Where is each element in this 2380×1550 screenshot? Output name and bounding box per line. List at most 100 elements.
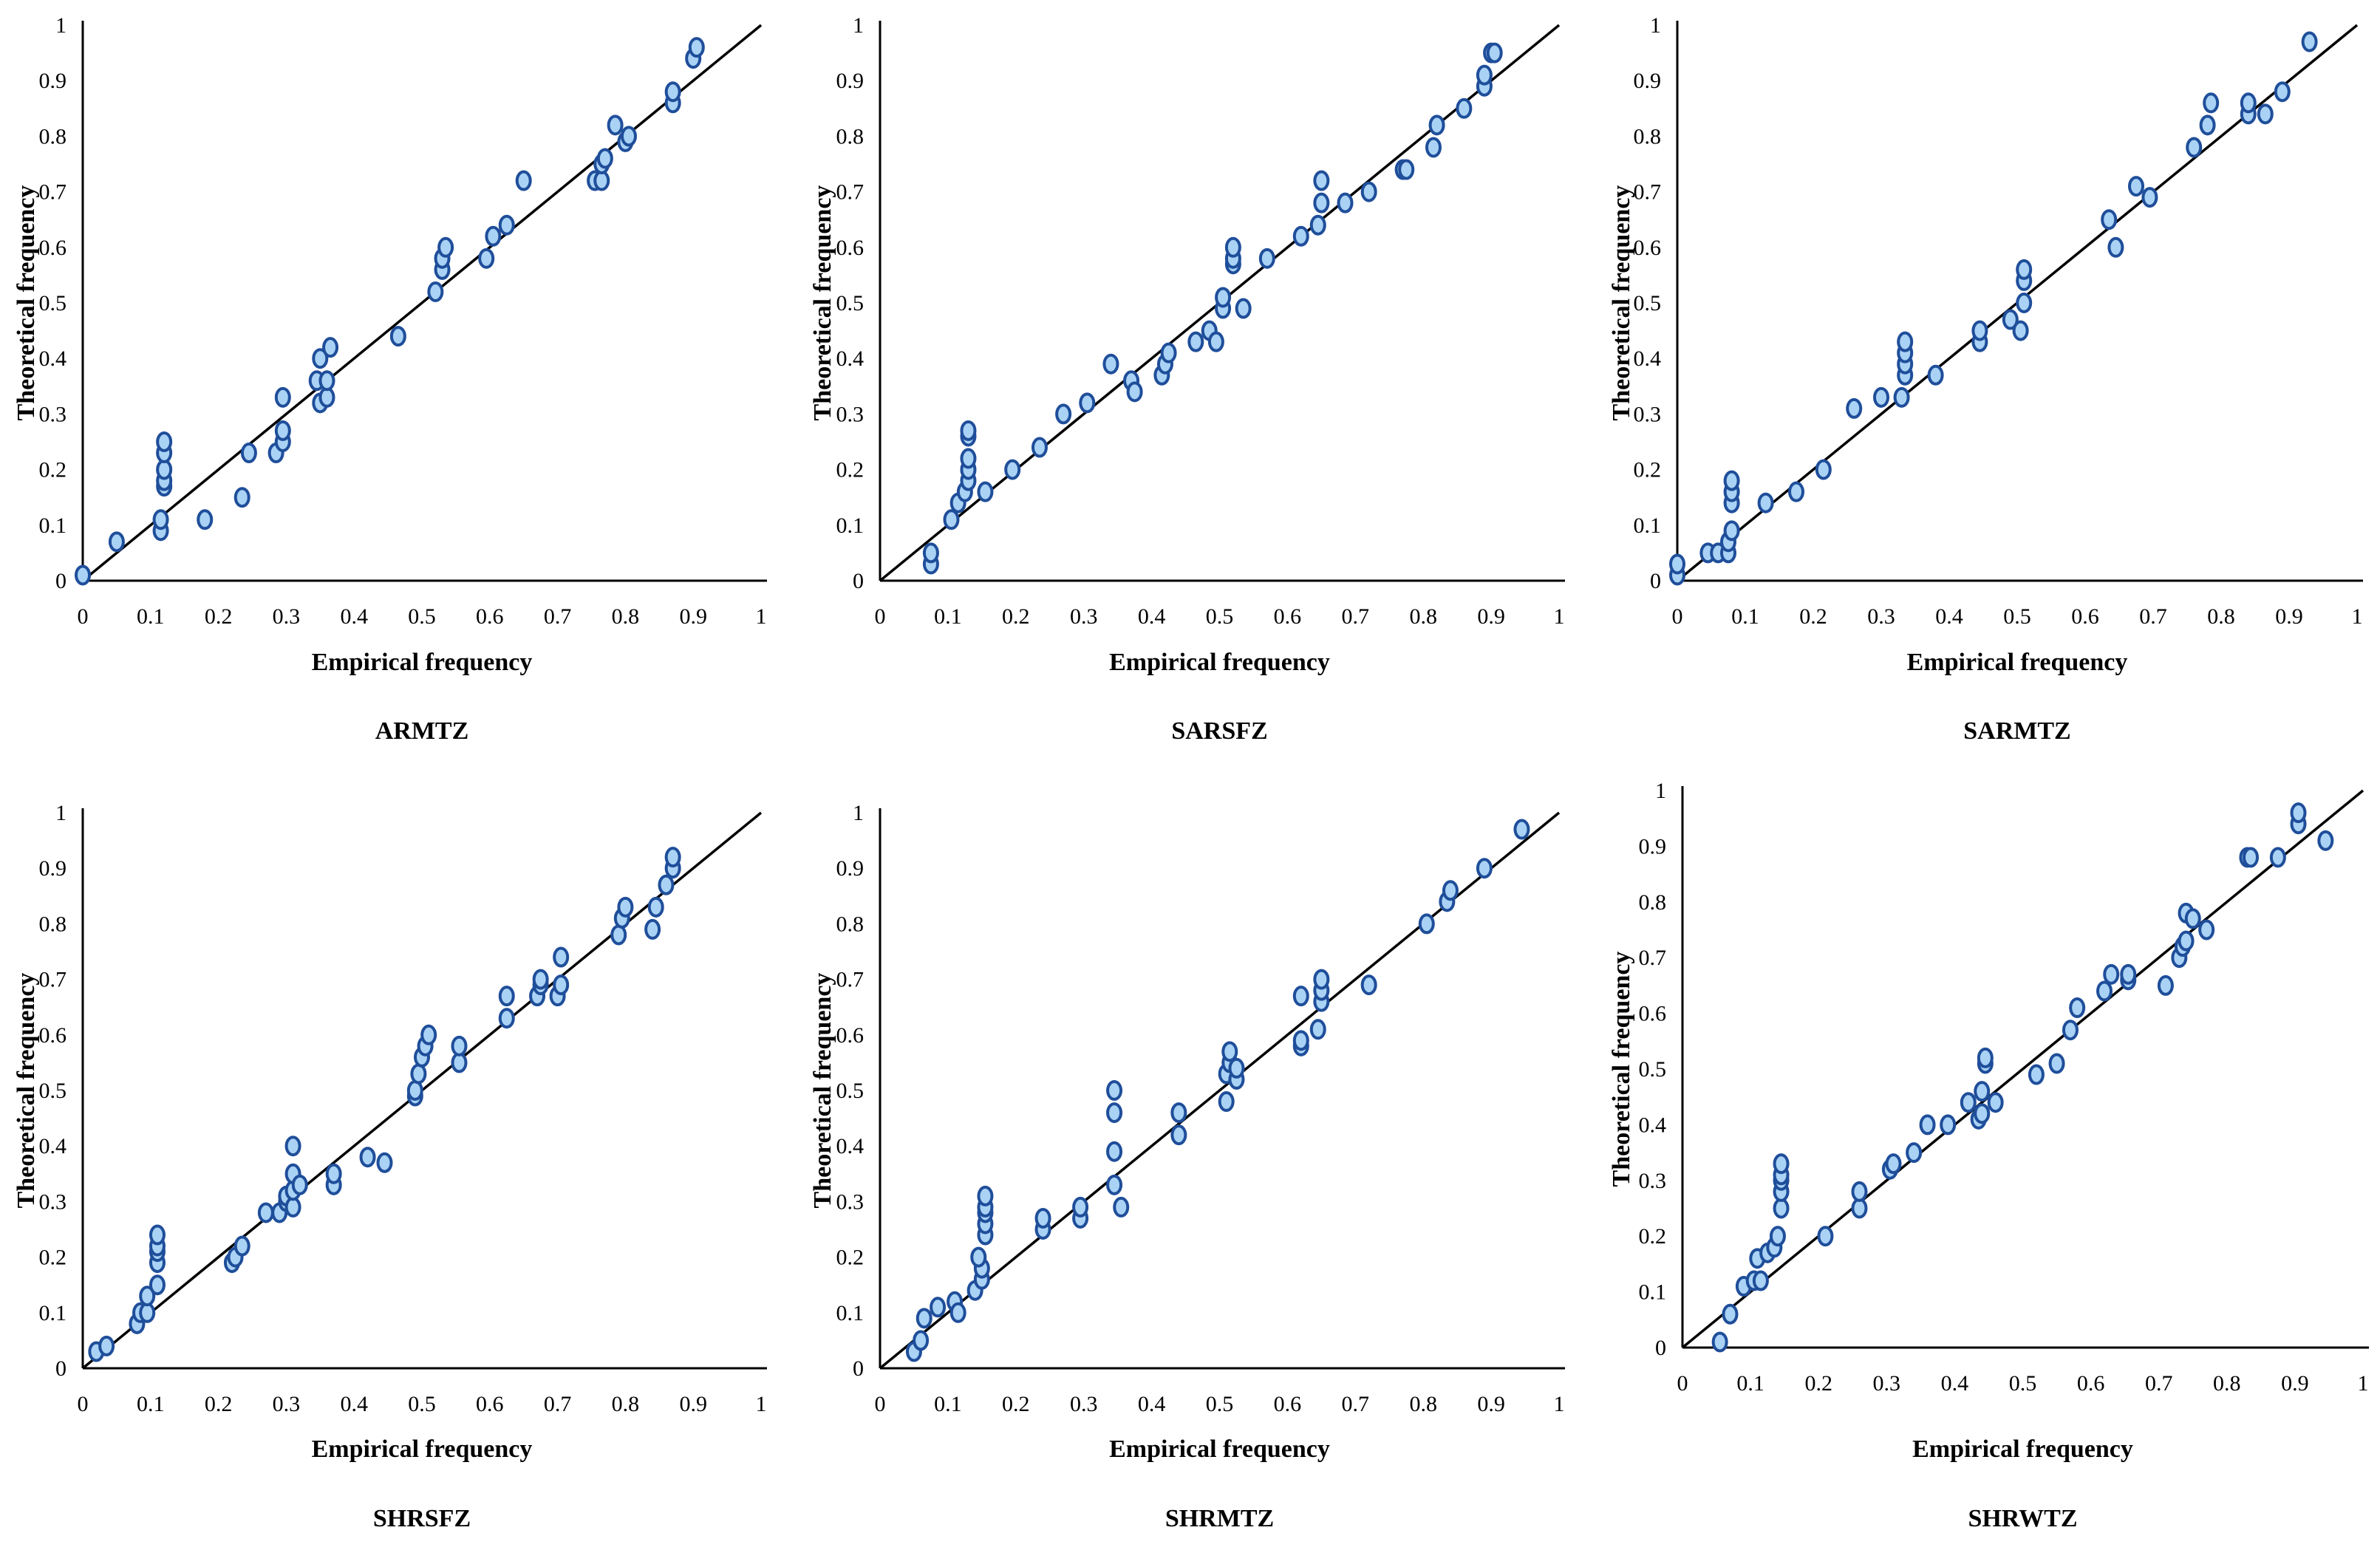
y-axis-title: Theoretical frequency xyxy=(809,185,836,421)
y-tick-label: 0.7 xyxy=(836,180,865,205)
data-point xyxy=(596,148,613,169)
data-point xyxy=(970,1246,987,1268)
y-tick-label: 0 xyxy=(55,569,67,593)
x-tick-label: 0.2 xyxy=(1799,604,1827,629)
x-tick-label: 0 xyxy=(1672,604,1683,629)
x-tick-label: 0.1 xyxy=(1736,1371,1764,1396)
y-tick-label: 0.3 xyxy=(39,1189,67,1214)
data-point xyxy=(1160,342,1177,363)
data-point xyxy=(1486,42,1503,64)
x-tick-label: 0.7 xyxy=(1342,604,1370,629)
data-point xyxy=(647,896,664,918)
data-point xyxy=(1215,287,1232,308)
data-point xyxy=(922,542,939,564)
data-point xyxy=(2203,92,2220,114)
x-tick-label: 1 xyxy=(756,604,767,629)
x-tick-label: 0.6 xyxy=(476,604,504,629)
data-point xyxy=(2028,1064,2045,1085)
data-point xyxy=(2184,908,2201,929)
y-tick-label: 0.8 xyxy=(39,124,67,148)
data-point xyxy=(593,170,610,191)
data-point xyxy=(2069,997,2086,1019)
data-point xyxy=(108,531,125,553)
data-point xyxy=(451,1052,468,1073)
data-point xyxy=(2048,1053,2065,1074)
panel-shrmtz: 0 0.1 0.2 0.3 0.4 0.5 0.6 0.7 0.8 0.9 1 0 0.1 0.2 0.3 0… xyxy=(809,801,1565,1532)
data-point xyxy=(2012,320,2029,341)
data-point xyxy=(284,1136,301,1157)
data-point xyxy=(2016,293,2033,313)
x-tick-label: 0.1 xyxy=(137,1392,165,1416)
data-point xyxy=(644,918,661,940)
y-tick-label: 0.8 xyxy=(1639,890,1667,915)
data-point xyxy=(1974,1081,1991,1102)
y-tick-label: 0.6 xyxy=(39,1023,67,1048)
data-point xyxy=(1309,1019,1326,1040)
data-point xyxy=(322,337,339,358)
x-tick-label: 0.3 xyxy=(1867,604,1895,629)
data-point xyxy=(2128,176,2144,197)
y-tick-label: 0.6 xyxy=(39,236,67,260)
y-tick-label: 0.2 xyxy=(39,1246,67,1270)
data-point xyxy=(1971,320,1988,341)
x-tick-label: 0 xyxy=(1677,1371,1688,1396)
data-point xyxy=(485,225,502,247)
data-point xyxy=(1723,470,1740,491)
data-point xyxy=(1513,819,1530,840)
x-tick-label: 0.1 xyxy=(934,604,962,629)
x-tick-label: 0.8 xyxy=(2207,604,2235,629)
x-tick-label: 0.7 xyxy=(1342,1392,1370,1416)
x-tick-label: 0.8 xyxy=(2213,1371,2241,1396)
y-tick-label: 0.9 xyxy=(836,69,865,93)
x-tick-label: 0.8 xyxy=(612,604,640,629)
x-axis-title: Empirical frequency xyxy=(312,1435,533,1463)
data-point xyxy=(2301,31,2318,52)
data-point xyxy=(1102,353,1119,375)
data-point xyxy=(498,986,515,1007)
data-point xyxy=(1031,437,1048,458)
x-tick-label: 0.4 xyxy=(1941,1371,1969,1396)
y-axis-title: Theoretical frequency xyxy=(13,973,40,1209)
data-point xyxy=(960,448,977,469)
x-tick-label: 0.7 xyxy=(2145,1371,2173,1396)
x-tick-label: 0.4 xyxy=(1935,604,1963,629)
data-point xyxy=(312,348,329,369)
x-tick-label: 0.3 xyxy=(1070,604,1098,629)
data-point xyxy=(1987,1092,2004,1113)
y-tick-label: 0.9 xyxy=(1639,834,1667,858)
data-point xyxy=(139,1302,156,1323)
y-tick-label: 0.4 xyxy=(836,346,865,371)
data-point xyxy=(359,1147,376,1168)
data-point xyxy=(2186,137,2203,158)
y-tick-label: 0.1 xyxy=(1639,1280,1667,1305)
data-point xyxy=(1313,170,1330,191)
x-tick-label: 0.8 xyxy=(1409,604,1437,629)
x-tick-label: 0.7 xyxy=(544,604,572,629)
data-point xyxy=(420,1024,437,1045)
x-tick-label: 0.5 xyxy=(408,604,436,629)
x-tick-label: 0.2 xyxy=(1804,1371,1832,1396)
x-tick-label: 1 xyxy=(2358,1371,2369,1396)
y-tick-label: 0.6 xyxy=(1639,1002,1667,1026)
data-point xyxy=(451,1035,468,1056)
y-tick-label: 0.8 xyxy=(1634,124,1662,148)
data-point xyxy=(620,126,637,147)
data-point xyxy=(943,509,960,530)
x-tick-label: 0.5 xyxy=(1206,604,1234,629)
data-point xyxy=(1425,137,1442,158)
y-tick-label: 0 xyxy=(1650,569,1661,593)
data-point xyxy=(2257,103,2274,125)
x-tick-label: 0.2 xyxy=(205,604,233,629)
data-point xyxy=(1224,236,1241,258)
y-tick-label: 1 xyxy=(55,801,67,825)
data-point xyxy=(977,1185,994,1206)
data-point xyxy=(1292,986,1309,1007)
x-axis-title: Empirical frequency xyxy=(1109,649,1330,676)
x-tick-label: 0.2 xyxy=(1002,604,1030,629)
data-point xyxy=(274,420,291,441)
data-point xyxy=(389,326,406,347)
data-point xyxy=(274,386,291,408)
data-point xyxy=(1106,1102,1123,1124)
data-point xyxy=(1292,225,1309,247)
data-point xyxy=(149,1224,166,1246)
